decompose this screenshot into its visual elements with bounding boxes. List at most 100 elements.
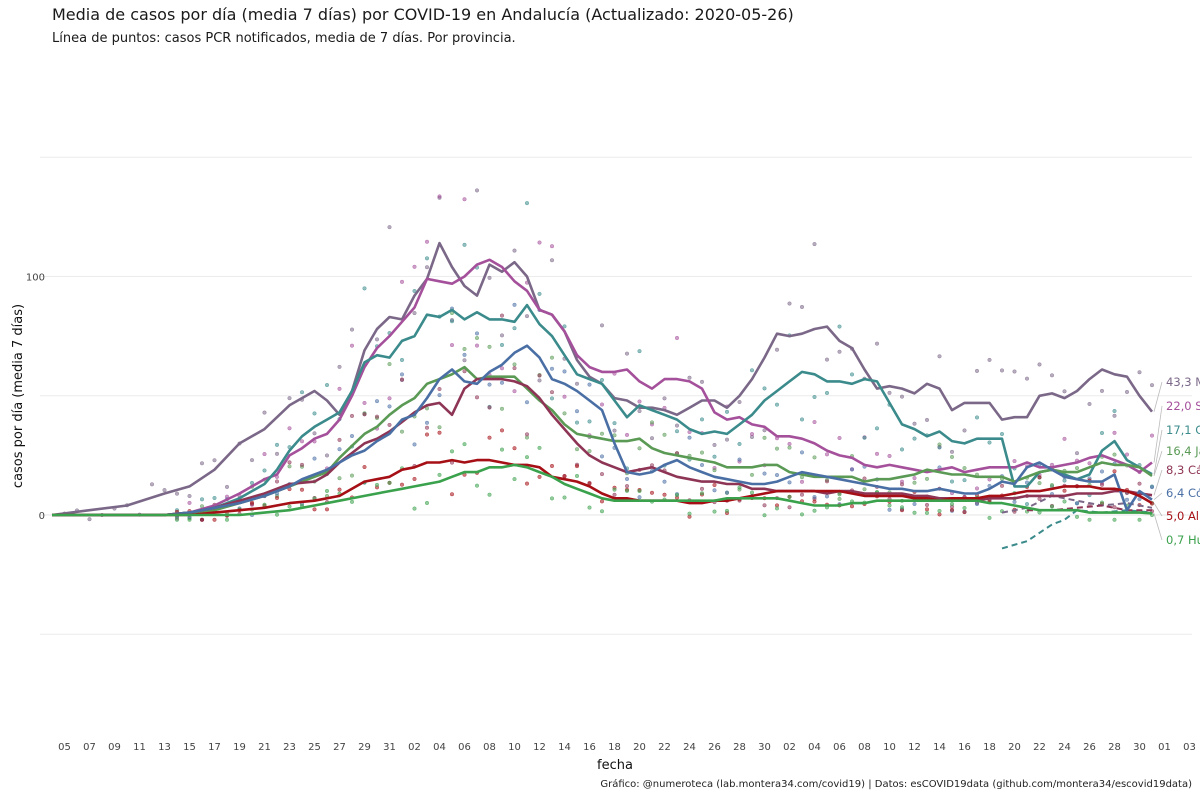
data-point-málaga — [837, 349, 842, 354]
data-point-almería — [274, 495, 280, 501]
data-point-córdoba — [774, 472, 780, 478]
data-point-córdoba — [812, 494, 817, 500]
x-tick-label: 19 — [233, 742, 246, 753]
data-point-córdoba — [799, 450, 805, 455]
data-point-jaén — [549, 355, 555, 360]
data-point-córdoba — [524, 400, 530, 405]
data-point-almería — [362, 464, 367, 470]
data-point-granada — [512, 326, 517, 331]
data-point-huelva — [787, 494, 792, 499]
data-point-málaga — [499, 333, 505, 338]
data-point-sevilla — [1112, 430, 1117, 435]
data-point-almería — [249, 500, 255, 505]
data-point-huelva — [587, 505, 592, 510]
data-point-almería — [662, 492, 667, 497]
end-label-málaga: 43,3 Málaga — [1166, 375, 1200, 389]
data-point-córdoba — [387, 404, 392, 409]
data-point-málaga — [912, 421, 917, 426]
data-point-jaén — [649, 420, 655, 425]
y-tick-labels: 0 100 — [26, 273, 45, 523]
data-point-granada — [524, 201, 530, 206]
data-point-córdoba — [474, 331, 480, 336]
data-point-huelva — [512, 477, 517, 482]
data-point-sevilla — [537, 240, 542, 245]
data-point-almería — [499, 428, 505, 433]
data-point-málaga — [687, 375, 692, 380]
x-tick-label: 05 — [58, 742, 71, 753]
data-point-málaga — [174, 491, 180, 496]
data-point-málaga — [812, 242, 817, 247]
data-point-granada — [587, 419, 592, 424]
data-point-granada — [212, 495, 217, 501]
data-point-huelva — [499, 447, 505, 452]
data-point-cádiz — [524, 432, 530, 437]
data-point-huelva — [1074, 514, 1080, 519]
data-point-huelva — [624, 488, 630, 493]
data-point-granada — [1099, 430, 1105, 436]
data-point-jaén — [1037, 481, 1042, 486]
data-point-sevilla — [299, 439, 305, 444]
data-point-córdoba — [424, 420, 430, 425]
data-point-málaga — [699, 379, 705, 384]
data-point-sevilla — [787, 441, 792, 447]
data-point-granada — [599, 377, 605, 383]
x-tick-label: 08 — [483, 742, 496, 753]
data-point-córdoba — [712, 488, 717, 493]
data-point-sevilla — [599, 402, 605, 407]
data-point-cádiz — [437, 386, 442, 392]
y-tick-label: 0 — [39, 511, 45, 522]
data-point-jaén — [399, 429, 405, 434]
data-point-sevilla — [987, 477, 992, 482]
data-point-granada — [849, 372, 855, 377]
data-point-almería — [924, 507, 930, 512]
end-label-jaén: 16,4 Jaén — [1166, 444, 1200, 458]
data-point-málaga — [549, 258, 555, 263]
data-point-sevilla — [362, 400, 367, 406]
data-point-granada — [812, 394, 817, 400]
data-point-córdoba — [849, 467, 855, 472]
series-line-sevilla — [52, 258, 1153, 517]
data-point-almería — [487, 435, 492, 440]
data-point-málaga — [574, 381, 580, 386]
data-point-sevilla — [812, 420, 817, 425]
data-point-málaga — [374, 337, 380, 342]
data-point-sevilla — [424, 239, 430, 244]
data-point-málaga — [149, 482, 155, 487]
data-point-málaga — [1024, 376, 1030, 381]
data-point-almería — [399, 482, 405, 487]
data-point-jaén — [924, 476, 930, 481]
data-point-córdoba — [762, 471, 767, 476]
data-point-córdoba — [787, 480, 792, 485]
data-point-cádiz — [299, 462, 305, 467]
data-point-málaga — [1112, 413, 1117, 418]
data-point-granada — [362, 286, 367, 291]
data-point-jaén — [1049, 483, 1055, 488]
chart-caption: Gráfico: @numeroteca (lab.montera34.com/… — [600, 779, 1192, 790]
data-point-málaga — [974, 368, 980, 373]
data-point-granada — [674, 429, 680, 434]
x-tick-label: 22 — [1033, 742, 1046, 753]
data-point-huelva — [924, 510, 930, 515]
end-labels-layer: 43,3 Málaga 22,0 Sevilla 17,1 Granada 16,4 … — [1153, 375, 1200, 547]
end-label-huelva: 0,7 Huelva — [1166, 533, 1200, 547]
data-point-málaga — [349, 327, 355, 332]
data-point-sevilla — [187, 500, 192, 505]
data-point-málaga — [762, 428, 767, 433]
x-tick-label: 07 — [83, 742, 96, 753]
data-point-sevilla — [912, 476, 917, 481]
data-point-granada — [699, 417, 705, 422]
data-point-cádiz — [374, 414, 380, 419]
data-point-jaén — [337, 476, 342, 481]
pcr-dashed-line — [1001, 509, 1153, 550]
x-tick-label: 02 — [783, 742, 796, 753]
data-point-sevilla — [499, 366, 505, 371]
y-axis-title: casos por día (media 7 días) — [11, 304, 26, 488]
series-lines-layer — [51, 241, 1154, 517]
data-point-cádiz — [787, 505, 792, 510]
x-tick-label: 30 — [758, 742, 771, 753]
data-point-málaga — [262, 410, 267, 415]
x-tick-label: 22 — [658, 742, 671, 753]
data-point-córdoba — [462, 352, 467, 357]
end-label-leader — [1153, 450, 1163, 477]
